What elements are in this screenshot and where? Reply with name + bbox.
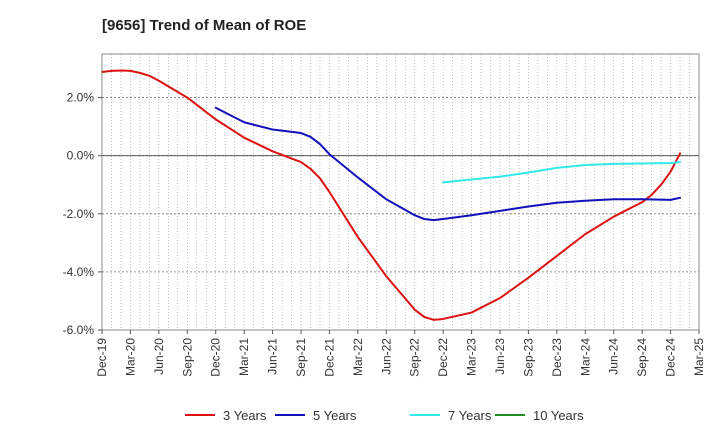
x-tick-label: Jun-22: [379, 338, 393, 375]
legend: 3 Years 5 Years 7 Years 10 Years: [185, 408, 584, 423]
x-tick-label: Sep-24: [635, 338, 649, 377]
legend-label-7-years: 7 Years: [448, 408, 492, 423]
x-tick-label: Dec-21: [322, 338, 336, 377]
y-tick-label: -4.0%: [63, 265, 95, 279]
x-tick-label: Dec-22: [436, 338, 450, 377]
legend-label-10-years: 10 Years: [533, 408, 584, 423]
plot-frame: [101, 53, 700, 331]
legend-label-3-years: 3 Years: [223, 408, 267, 423]
x-tick-label: Mar-20: [123, 338, 137, 376]
x-tick-label: Jun-21: [266, 338, 280, 375]
x-tick-label: Dec-20: [209, 338, 223, 377]
x-tick-label: Jun-24: [607, 338, 621, 375]
x-tick-label: Mar-24: [578, 338, 592, 376]
x-tick-label: Sep-22: [408, 338, 422, 377]
x-tick-label: Mar-25: [692, 338, 706, 376]
series-layer: [101, 69, 682, 321]
x-tick-label: Mar-23: [465, 338, 479, 376]
series-line-5-years: [214, 106, 682, 222]
x-tick-label: Jun-20: [152, 338, 166, 375]
x-tick-label: Jun-23: [493, 338, 507, 375]
x-tick-label: Sep-20: [180, 338, 194, 377]
x-tick-label: Sep-23: [521, 338, 535, 377]
y-tick-label: -2.0%: [63, 207, 95, 221]
x-tick-label: Mar-22: [351, 338, 365, 376]
legend-label-5-years: 5 Years: [313, 408, 357, 423]
series-line-7-years: [442, 161, 682, 184]
y-tick-label: -6.0%: [63, 323, 95, 337]
x-tick-label: Dec-19: [95, 338, 109, 377]
series-line-3-years: [101, 69, 682, 321]
chart-title: [9656] Trend of Mean of ROE: [102, 17, 306, 34]
x-tick-label: Dec-23: [550, 338, 564, 377]
y-tick-label: 0.0%: [67, 149, 95, 163]
x-tick-label: Sep-21: [294, 338, 308, 377]
x-tick-label: Dec-24: [664, 338, 678, 377]
x-axis-ticks: Dec-19 Mar-20 Jun-20 Sep-20 Dec-20 Mar-21 Jun-…: [95, 330, 706, 377]
y-tick-label: 2.0%: [67, 91, 95, 105]
y-axis-ticks: 2.0% 0.0% -2.0% -4.0% -6.0%: [63, 91, 102, 337]
grid-layer: [102, 54, 699, 331]
x-tick-label: Mar-21: [237, 338, 251, 376]
